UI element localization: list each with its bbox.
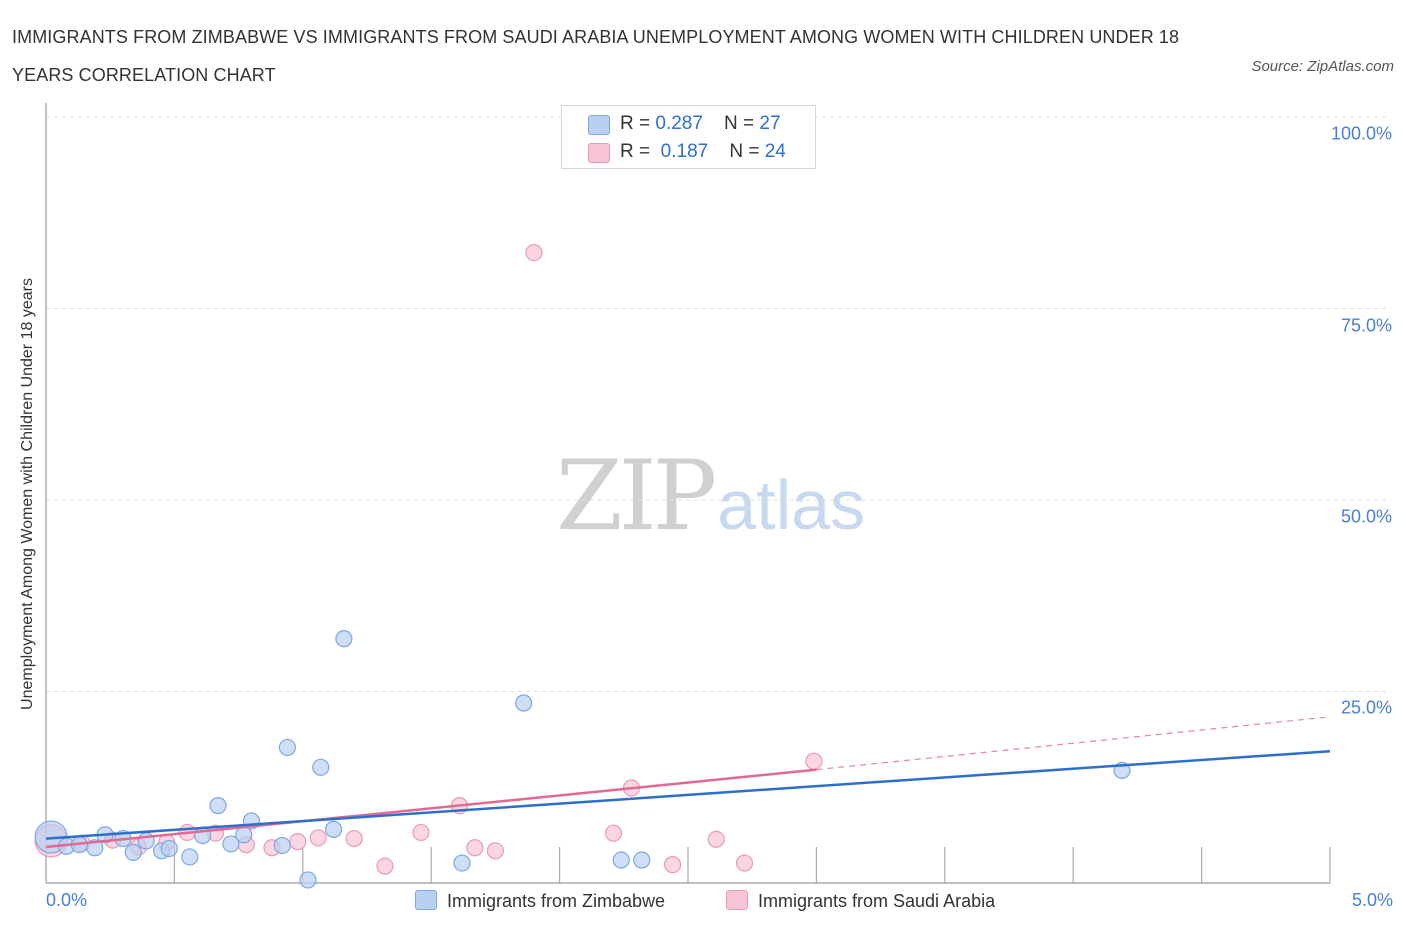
data-point bbox=[805, 752, 823, 770]
source-label: Source: ZipAtlas.com bbox=[1251, 58, 1394, 75]
series-label-saudi: Immigrants from Saudi Arabia bbox=[758, 891, 996, 911]
series-swatch-saudi bbox=[726, 890, 748, 910]
series-legend-zimbabwe: Immigrants from Zimbabwe bbox=[415, 890, 665, 912]
legend-n-value: 24 bbox=[764, 141, 786, 162]
data-point bbox=[222, 835, 240, 853]
data-point bbox=[299, 871, 317, 889]
data-point bbox=[335, 630, 353, 648]
data-point bbox=[278, 738, 296, 757]
stats-legend: R = 0.287 N = 27 R = 0.187 N = 24 bbox=[561, 105, 816, 169]
data-point bbox=[312, 758, 330, 776]
data-point bbox=[515, 694, 533, 712]
series-swatch-zimbabwe bbox=[415, 890, 437, 910]
chart-title: IMMIGRANTS FROM ZIMBABWE VS IMMIGRANTS F… bbox=[12, 27, 1180, 85]
legend-swatch-zimbabwe bbox=[588, 115, 610, 135]
x-tick-label: 5.0% bbox=[1351, 890, 1393, 910]
y-tick-label: 100.0% bbox=[1330, 123, 1392, 144]
data-point bbox=[604, 824, 623, 842]
y-tick-label: 50.0% bbox=[1340, 506, 1392, 527]
data-point bbox=[453, 854, 471, 872]
x-tick-label: 0.0% bbox=[46, 890, 88, 910]
trend-line bbox=[45, 750, 1331, 840]
data-point bbox=[735, 854, 754, 872]
legend-r-value: 0.287 bbox=[655, 113, 703, 134]
watermark-zip: ZIP bbox=[556, 440, 717, 552]
watermark: ZIPatlas bbox=[556, 440, 865, 552]
y-tick-label: 75.0% bbox=[1340, 315, 1392, 336]
legend-n-value: 27 bbox=[759, 113, 781, 134]
data-point bbox=[160, 839, 178, 858]
legend-n-label: N = bbox=[724, 113, 760, 134]
data-point bbox=[289, 833, 307, 851]
data-point bbox=[412, 823, 430, 842]
data-point bbox=[209, 797, 227, 815]
data-point bbox=[181, 848, 199, 866]
data-point bbox=[124, 843, 142, 861]
data-point bbox=[345, 829, 363, 848]
series-label-zimbabwe: Immigrants from Zimbabwe bbox=[447, 891, 666, 911]
legend-r-label: R = bbox=[620, 141, 656, 162]
series-legend-saudi: Immigrants from Saudi Arabia bbox=[726, 890, 995, 912]
data-point bbox=[707, 830, 725, 848]
data-point bbox=[325, 820, 343, 838]
legend-n-label: N = bbox=[729, 141, 765, 162]
legend-swatch-saudi bbox=[588, 143, 610, 163]
y-tick-label: 25.0% bbox=[1340, 697, 1392, 718]
data-point bbox=[273, 836, 291, 855]
data-point bbox=[612, 851, 630, 869]
data-point bbox=[309, 829, 327, 847]
data-point bbox=[466, 839, 484, 857]
data-point bbox=[525, 243, 543, 262]
data-point bbox=[486, 842, 504, 860]
data-point bbox=[376, 857, 394, 875]
watermark-atlas: atlas bbox=[717, 466, 866, 544]
legend-r-value: 0.187 bbox=[660, 141, 709, 162]
trend-line bbox=[45, 768, 817, 849]
legend-r-label: R = bbox=[620, 113, 656, 134]
data-point bbox=[633, 851, 651, 869]
trend-line-dashed bbox=[816, 716, 1331, 771]
data-point bbox=[86, 839, 104, 857]
data-point bbox=[663, 856, 682, 874]
